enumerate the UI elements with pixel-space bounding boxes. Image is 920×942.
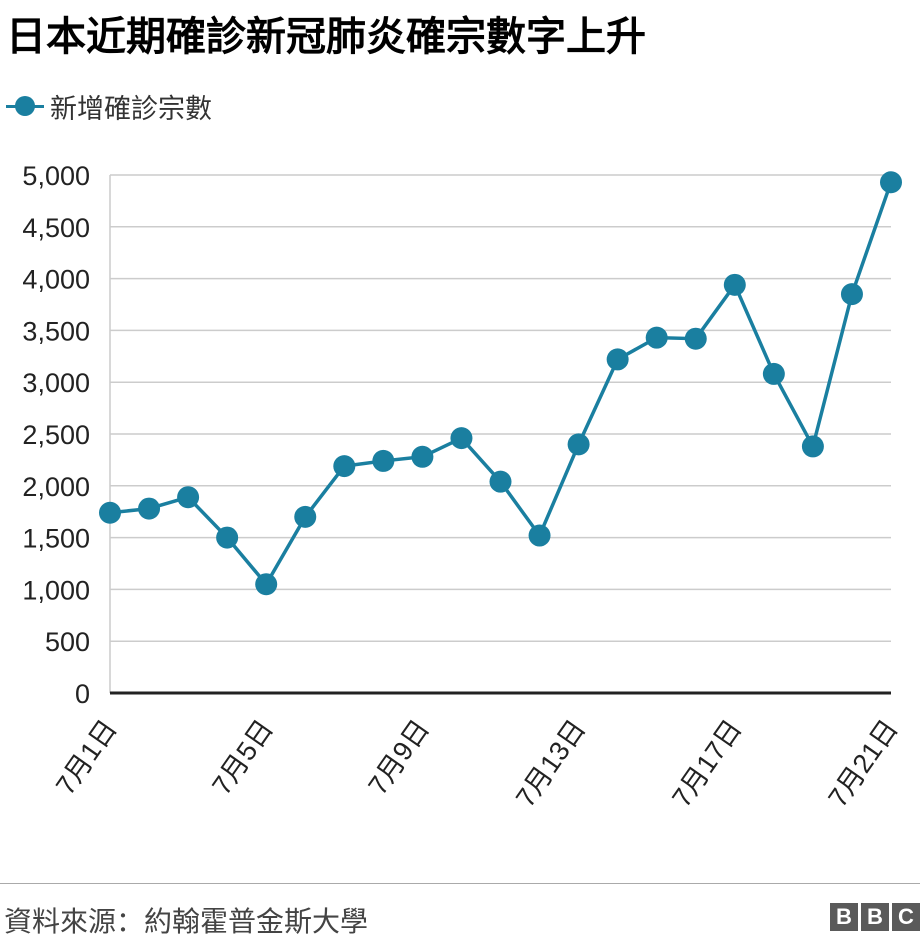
chart-title: 日本近期確診新冠肺炎確宗數字上升 bbox=[6, 15, 646, 59]
data-point bbox=[99, 501, 121, 524]
x-tick-label: 7月13日 bbox=[510, 714, 591, 812]
x-tick-label: 7月5日 bbox=[206, 714, 279, 800]
line-chart: 0 500 1,000 1,500 2,000 2,500 3,000 3,500 4,000 4… bbox=[22, 161, 904, 813]
x-tick-label: 7月9日 bbox=[363, 714, 436, 800]
y-tick-label: 3,500 bbox=[22, 316, 90, 346]
data-point bbox=[255, 573, 278, 596]
y-tick-label: 500 bbox=[45, 627, 90, 657]
data-point bbox=[684, 327, 707, 350]
y-tick-label: 1,000 bbox=[22, 575, 90, 605]
data-point bbox=[762, 362, 785, 385]
logo-letter: C bbox=[892, 903, 920, 931]
legend-marker bbox=[6, 86, 44, 126]
y-tick-label: 1,500 bbox=[22, 524, 90, 554]
y-tick-label: 2,000 bbox=[22, 472, 90, 502]
data-point bbox=[411, 445, 434, 468]
data-point bbox=[645, 326, 668, 349]
logo-letter: B bbox=[830, 903, 858, 931]
y-tick-label: 0 bbox=[75, 679, 90, 709]
data-point bbox=[489, 470, 512, 493]
data-point bbox=[372, 449, 395, 472]
data-point bbox=[294, 505, 317, 528]
y-tick-label: 4,500 bbox=[22, 213, 90, 243]
y-tick-label: 5,000 bbox=[22, 161, 90, 191]
data-point bbox=[567, 433, 590, 456]
data-point bbox=[138, 497, 161, 520]
data-point bbox=[177, 486, 200, 509]
legend-dot bbox=[15, 96, 35, 116]
legend: 新增確診宗數 bbox=[6, 86, 212, 126]
y-tick-label: 3,000 bbox=[22, 368, 90, 398]
x-tick-label: 7月17日 bbox=[666, 714, 747, 812]
logo-letter: B bbox=[861, 903, 889, 931]
data-point bbox=[606, 348, 629, 371]
x-tick-label: 7月1日 bbox=[50, 714, 123, 800]
data-point bbox=[801, 435, 824, 458]
y-tick-label: 4,000 bbox=[22, 265, 90, 295]
y-tick-label: 2,500 bbox=[22, 420, 90, 450]
legend-label: 新增確診宗數 bbox=[50, 93, 212, 124]
data-point bbox=[723, 273, 746, 296]
source-note: 資料來源：約翰霍普金斯大學 bbox=[4, 906, 369, 937]
data-point bbox=[880, 171, 902, 194]
data-point bbox=[840, 283, 863, 306]
x-tick-label: 7月21日 bbox=[823, 714, 904, 812]
bbc-logo: B B C bbox=[830, 903, 920, 931]
data-point bbox=[528, 524, 551, 547]
data-point bbox=[450, 427, 473, 450]
data-point bbox=[216, 526, 239, 549]
footer-divider bbox=[0, 883, 920, 884]
data-point bbox=[333, 455, 356, 478]
